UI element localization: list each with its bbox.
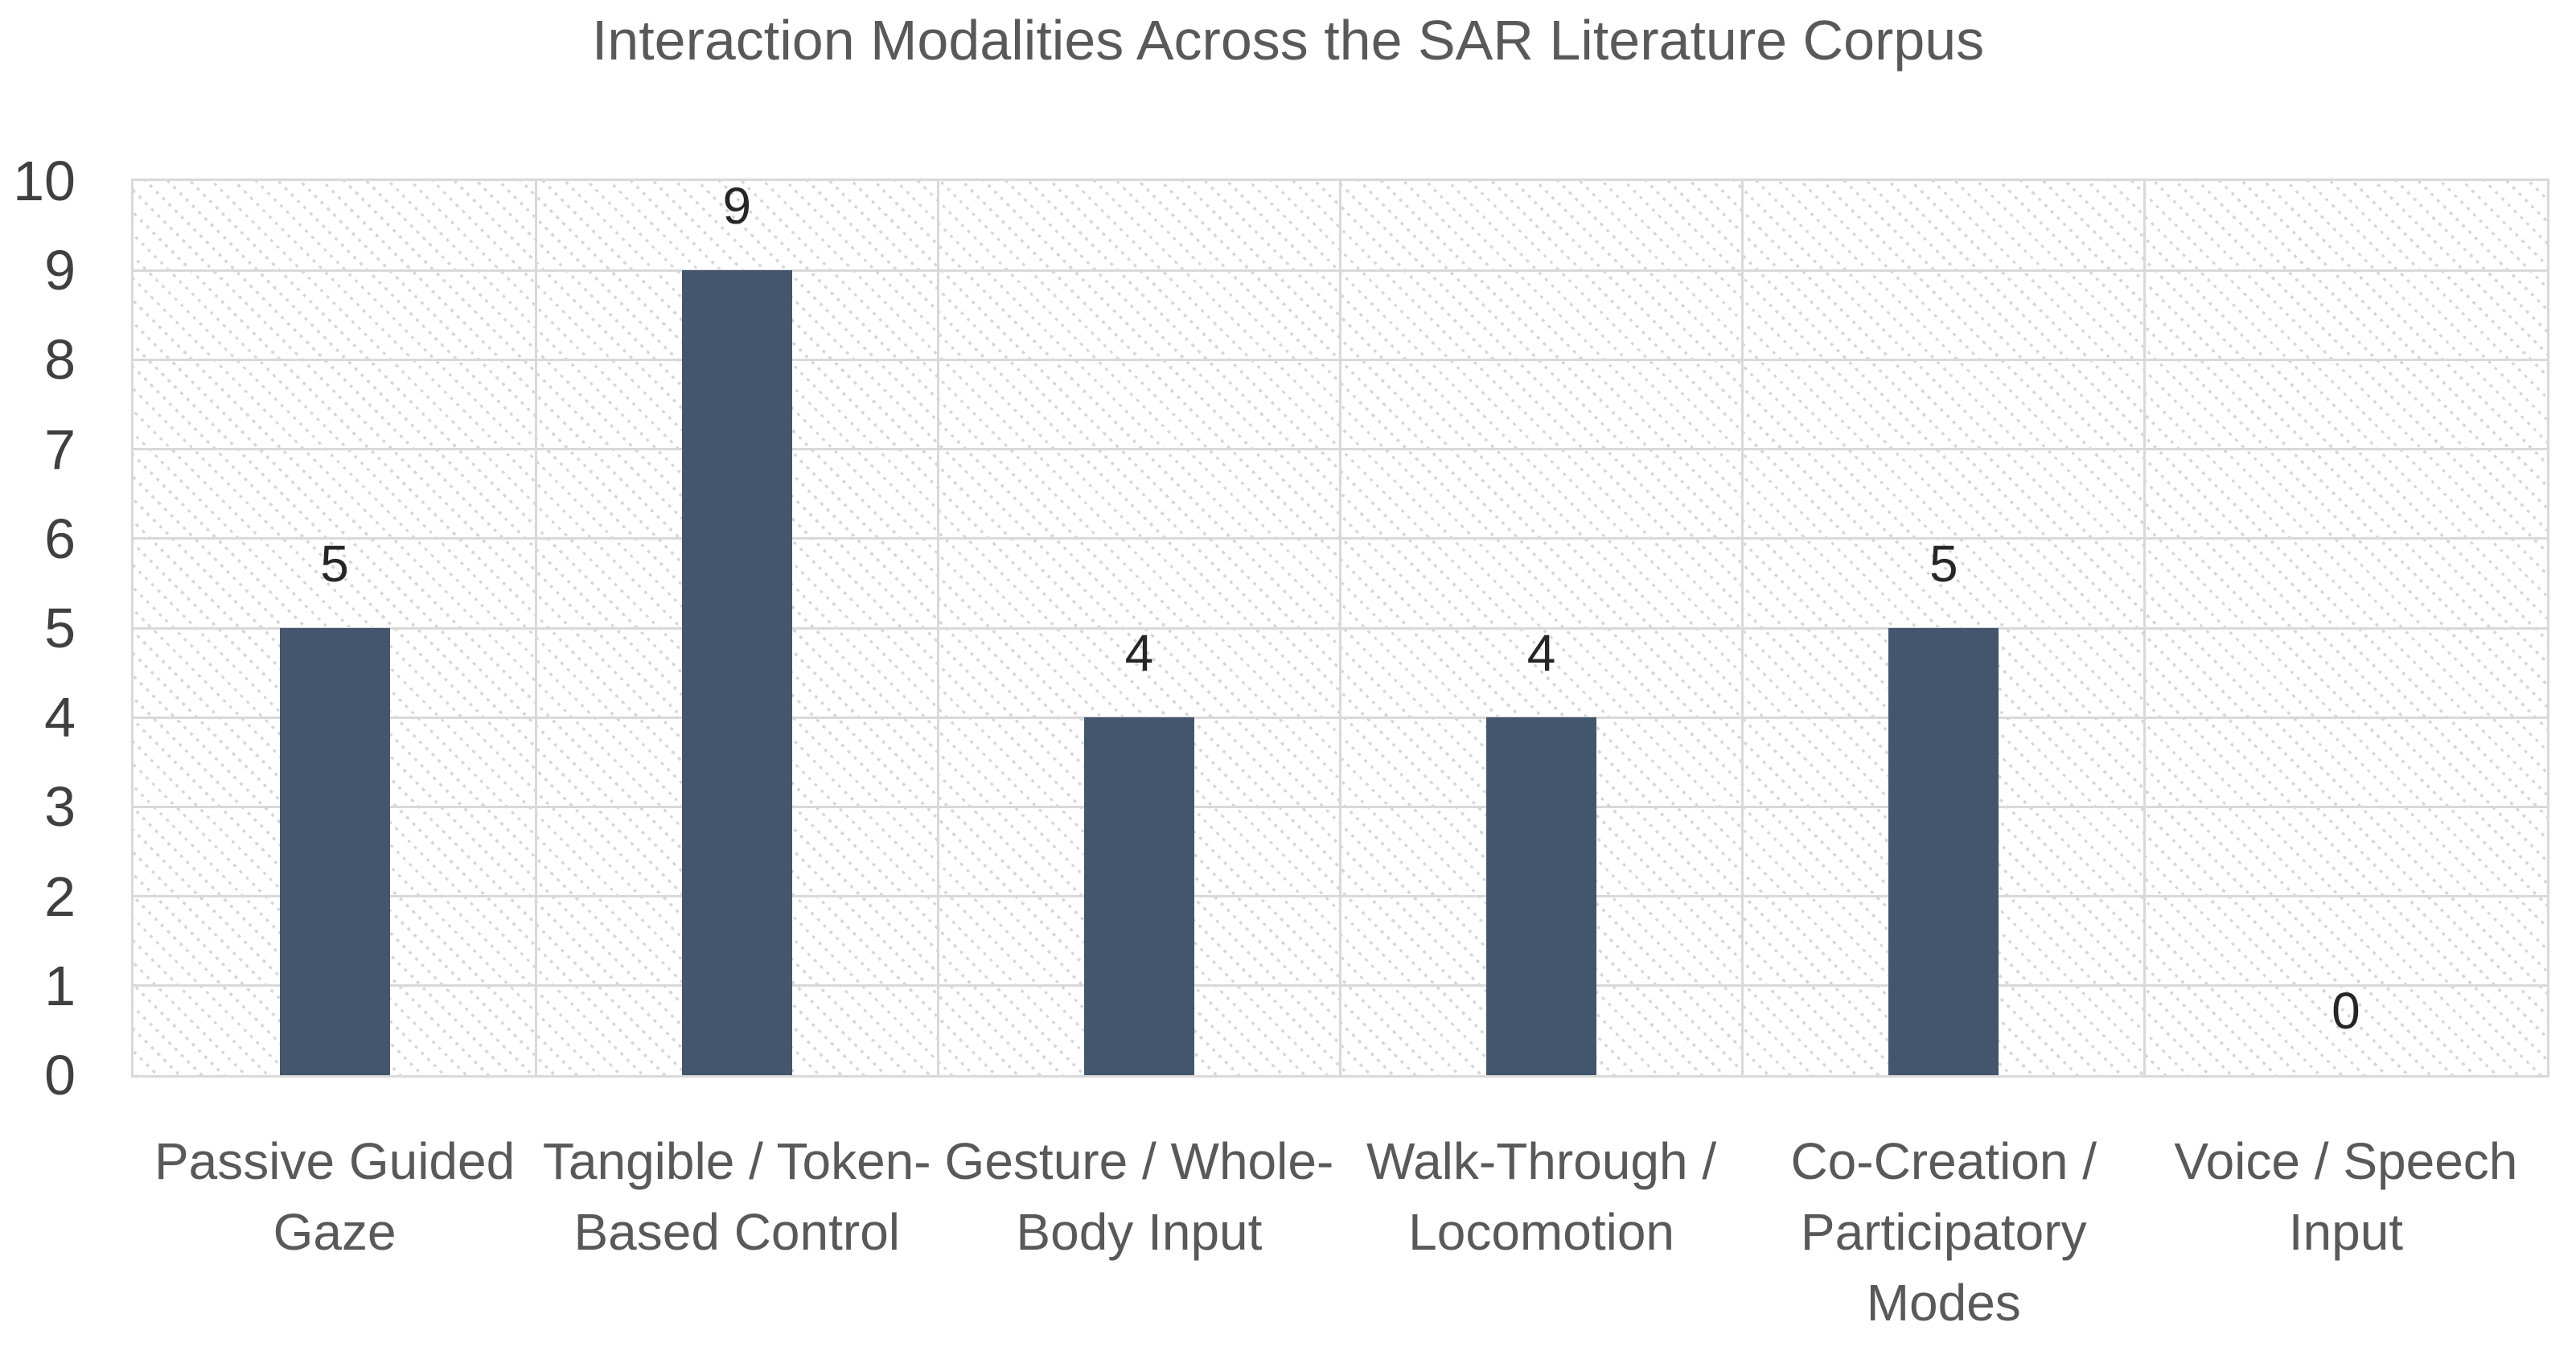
x-axis-category-label: Co-Creation / Participatory Modes <box>1790 1132 2097 1332</box>
y-axis-tick-label: 3 <box>44 775 76 839</box>
bar <box>279 628 390 1075</box>
bar <box>1486 717 1597 1075</box>
bar <box>1083 717 1194 1075</box>
x-axis-category-label: Walk-Through / Locomotion <box>1366 1132 1717 1261</box>
x-axis-category-label: Passive Guided Gaze <box>154 1132 516 1261</box>
bar-value-label: 9 <box>722 177 752 236</box>
chart-title: Interaction Modalities Across the SAR Li… <box>591 9 1985 72</box>
y-axis-tick-label: 0 <box>44 1044 76 1107</box>
y-axis-tick-label: 9 <box>44 239 76 302</box>
y-axis-tick-label: 5 <box>44 597 76 659</box>
y-axis-tick-label: 6 <box>44 507 76 570</box>
gridline-vertical <box>1339 181 1341 1075</box>
x-axis-category-label: Tangible / Token-Based Control <box>542 1132 931 1261</box>
bar-value-label: 4 <box>1124 624 1154 683</box>
y-axis-tick-label: 1 <box>44 954 76 1017</box>
bar-value-label: 5 <box>320 535 349 593</box>
y-axis-tick-label: 2 <box>44 864 76 928</box>
gridline-vertical <box>936 181 939 1075</box>
gridline-vertical <box>534 181 537 1075</box>
y-axis-tick-label: 10 <box>13 150 76 212</box>
y-axis-tick-label: 4 <box>44 686 76 749</box>
gridline-vertical <box>2143 181 2147 1075</box>
bar-value-label: 4 <box>1526 624 1556 683</box>
gridline-vertical <box>1741 181 1744 1075</box>
bar-value-label: 5 <box>1929 535 1958 593</box>
y-axis-tick-label: 7 <box>44 417 76 481</box>
x-axis-category-label: Voice / Speech Input <box>2174 1132 2518 1261</box>
plot-area <box>131 179 2549 1078</box>
bar-value-label: 0 <box>2332 982 2360 1040</box>
bar <box>681 270 792 1075</box>
bar <box>1888 628 1999 1075</box>
y-axis-tick-label: 8 <box>44 328 76 392</box>
x-axis-category-label: Gesture / Whole-Body Input <box>944 1132 1334 1261</box>
